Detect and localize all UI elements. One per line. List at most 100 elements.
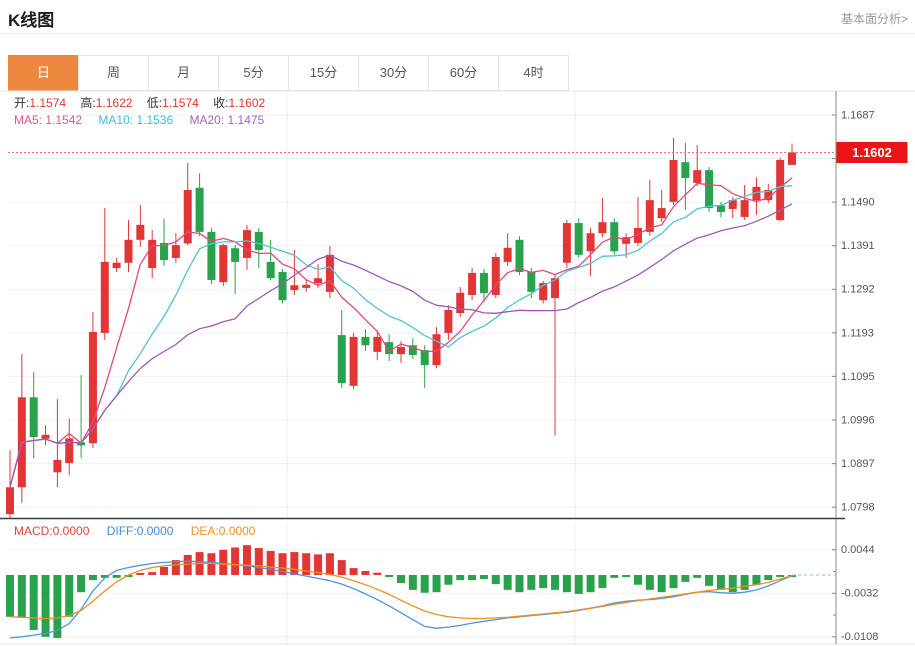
macd-hist-bar [290, 552, 299, 575]
macd-hist-bar [29, 574, 38, 630]
candle-body [776, 159, 785, 220]
macd-hist-bar [41, 574, 50, 637]
ma20-legend: MA20: 1.1475 [189, 113, 265, 127]
macd-hist-bar [539, 574, 548, 589]
candle-body [88, 332, 97, 444]
kline-chart-canvas[interactable]: 1.16871.15881.14901.13911.12921.11931.10… [0, 88, 915, 646]
macd-hist-bar [515, 574, 524, 593]
candle-body [171, 245, 180, 258]
macd-hist-bar [503, 574, 512, 590]
candle-body [29, 397, 38, 438]
macd-hist-bar [408, 574, 417, 590]
ma5-line [9, 177, 793, 488]
macd-legend: MACD:0.0000 DIFF:0.0000 DEA:0.0000 [14, 524, 255, 538]
candle-body [444, 309, 453, 333]
candle-body [373, 336, 382, 352]
macd-hist-bar [551, 574, 560, 590]
candle-body [408, 345, 417, 355]
ma20-line [9, 203, 793, 488]
macd-hist-bar [231, 547, 240, 575]
tab-monthly[interactable]: 月 [148, 55, 219, 91]
macd-hist-bar [349, 568, 358, 575]
candle-body [622, 237, 631, 244]
diff-value-legend: DIFF:0.0000 [106, 524, 174, 538]
macd-hist-bar [491, 574, 500, 585]
macd-hist-bar [325, 553, 334, 575]
macd-hist-bar [669, 574, 678, 589]
open-value: 1.1574 [29, 96, 67, 110]
candle-body [716, 205, 725, 213]
low-label: 低: [146, 96, 163, 110]
fundamental-analysis-link[interactable]: 基本面分析> [840, 12, 908, 26]
candle-body [574, 223, 583, 255]
candle-body [136, 224, 145, 240]
header-divider [0, 33, 915, 34]
macd-hist-bar [100, 574, 109, 578]
tab-30min[interactable]: 30分 [358, 55, 429, 91]
candle-body [669, 159, 678, 202]
candle-body [693, 170, 702, 183]
tab-4hour[interactable]: 4时 [498, 55, 569, 91]
macd-hist-bar [752, 574, 761, 585]
macd-hist-bar [420, 574, 429, 593]
tab-5min[interactable]: 5分 [218, 55, 289, 91]
macd-hist-bar [278, 553, 287, 575]
macd-hist-bar [456, 574, 465, 581]
macd-hist-bar [432, 574, 441, 593]
macd-hist-bar [53, 574, 62, 638]
macd-hist-bar [705, 574, 714, 586]
macd-hist-bar [645, 574, 654, 590]
macd-hist-bar [242, 545, 251, 575]
candle-body [645, 200, 654, 232]
candle-body [160, 242, 169, 261]
macd-hist-bar [219, 549, 228, 575]
macd-hist-bar [574, 574, 583, 594]
candle-body [539, 283, 548, 301]
close-label: 收: [213, 96, 229, 110]
price-tick-label: 1.1687 [841, 109, 875, 121]
candle-body [231, 248, 240, 262]
price-tick-label: 1.0798 [841, 502, 875, 514]
macd-hist-bar [385, 574, 394, 577]
candle-body [515, 239, 524, 273]
macd-tick-label: -0.0032 [841, 588, 878, 600]
ma-legend: MA5: 1.1542 MA10: 1.1536 MA20: 1.1475 [14, 113, 264, 127]
high-label: 高: [80, 96, 96, 110]
candle-body [657, 208, 666, 219]
candle-body [77, 442, 86, 446]
candle-body [41, 434, 50, 439]
dea-value-legend: DEA:0.0000 [190, 524, 256, 538]
macd-tick-label: 0.0044 [841, 544, 875, 556]
candle-body [65, 438, 74, 464]
macd-hist-bar [776, 574, 785, 577]
macd-hist-bar [764, 574, 773, 581]
macd-value-legend: MACD:0.0000 [14, 524, 90, 538]
macd-hist-bar [337, 560, 346, 575]
macd-hist-bar [728, 574, 737, 593]
candle-body [112, 262, 121, 269]
candle-body [432, 334, 441, 366]
macd-hist-bar [183, 554, 192, 575]
candle-body [740, 200, 749, 217]
candle-body [254, 231, 263, 250]
current-price-badge-text: 1.1602 [852, 145, 892, 160]
candle-body [337, 335, 346, 384]
tab-weekly[interactable]: 周 [78, 55, 149, 91]
candle-body [788, 152, 796, 165]
price-tick-label: 1.1193 [841, 327, 874, 339]
macd-hist-bar [716, 574, 725, 590]
macd-hist-bar [136, 572, 145, 575]
ma10-line [9, 185, 793, 488]
diff-line [9, 560, 793, 639]
tab-60min[interactable]: 60分 [428, 55, 499, 91]
page-title: K线图 [8, 11, 55, 30]
tab-daily[interactable]: 日 [8, 55, 79, 91]
candle-body [728, 200, 737, 209]
price-tick-label: 1.1292 [841, 284, 875, 296]
macd-hist-bar [598, 574, 607, 589]
candle-body [290, 285, 299, 291]
macd-hist-bar [622, 574, 631, 577]
candle-body [752, 186, 761, 201]
tab-15min[interactable]: 15分 [288, 55, 359, 91]
